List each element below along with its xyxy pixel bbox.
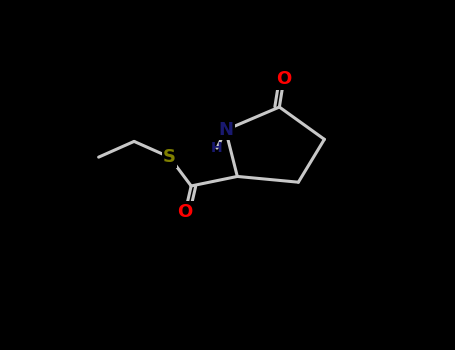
Text: H: H [211, 141, 223, 155]
Text: N: N [218, 121, 233, 139]
Text: O: O [276, 70, 292, 88]
Text: O: O [177, 203, 193, 221]
Text: S: S [163, 148, 176, 166]
